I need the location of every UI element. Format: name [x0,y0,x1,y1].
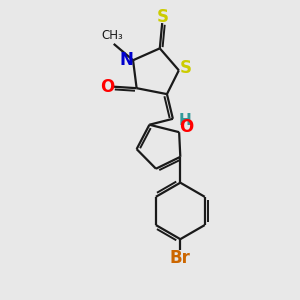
Text: CH₃: CH₃ [101,29,123,42]
Text: O: O [100,78,114,96]
Text: S: S [179,59,191,77]
Text: O: O [179,118,194,136]
Text: Br: Br [170,249,191,267]
Text: S: S [157,8,169,26]
Text: N: N [120,51,134,69]
Text: H: H [179,113,192,128]
